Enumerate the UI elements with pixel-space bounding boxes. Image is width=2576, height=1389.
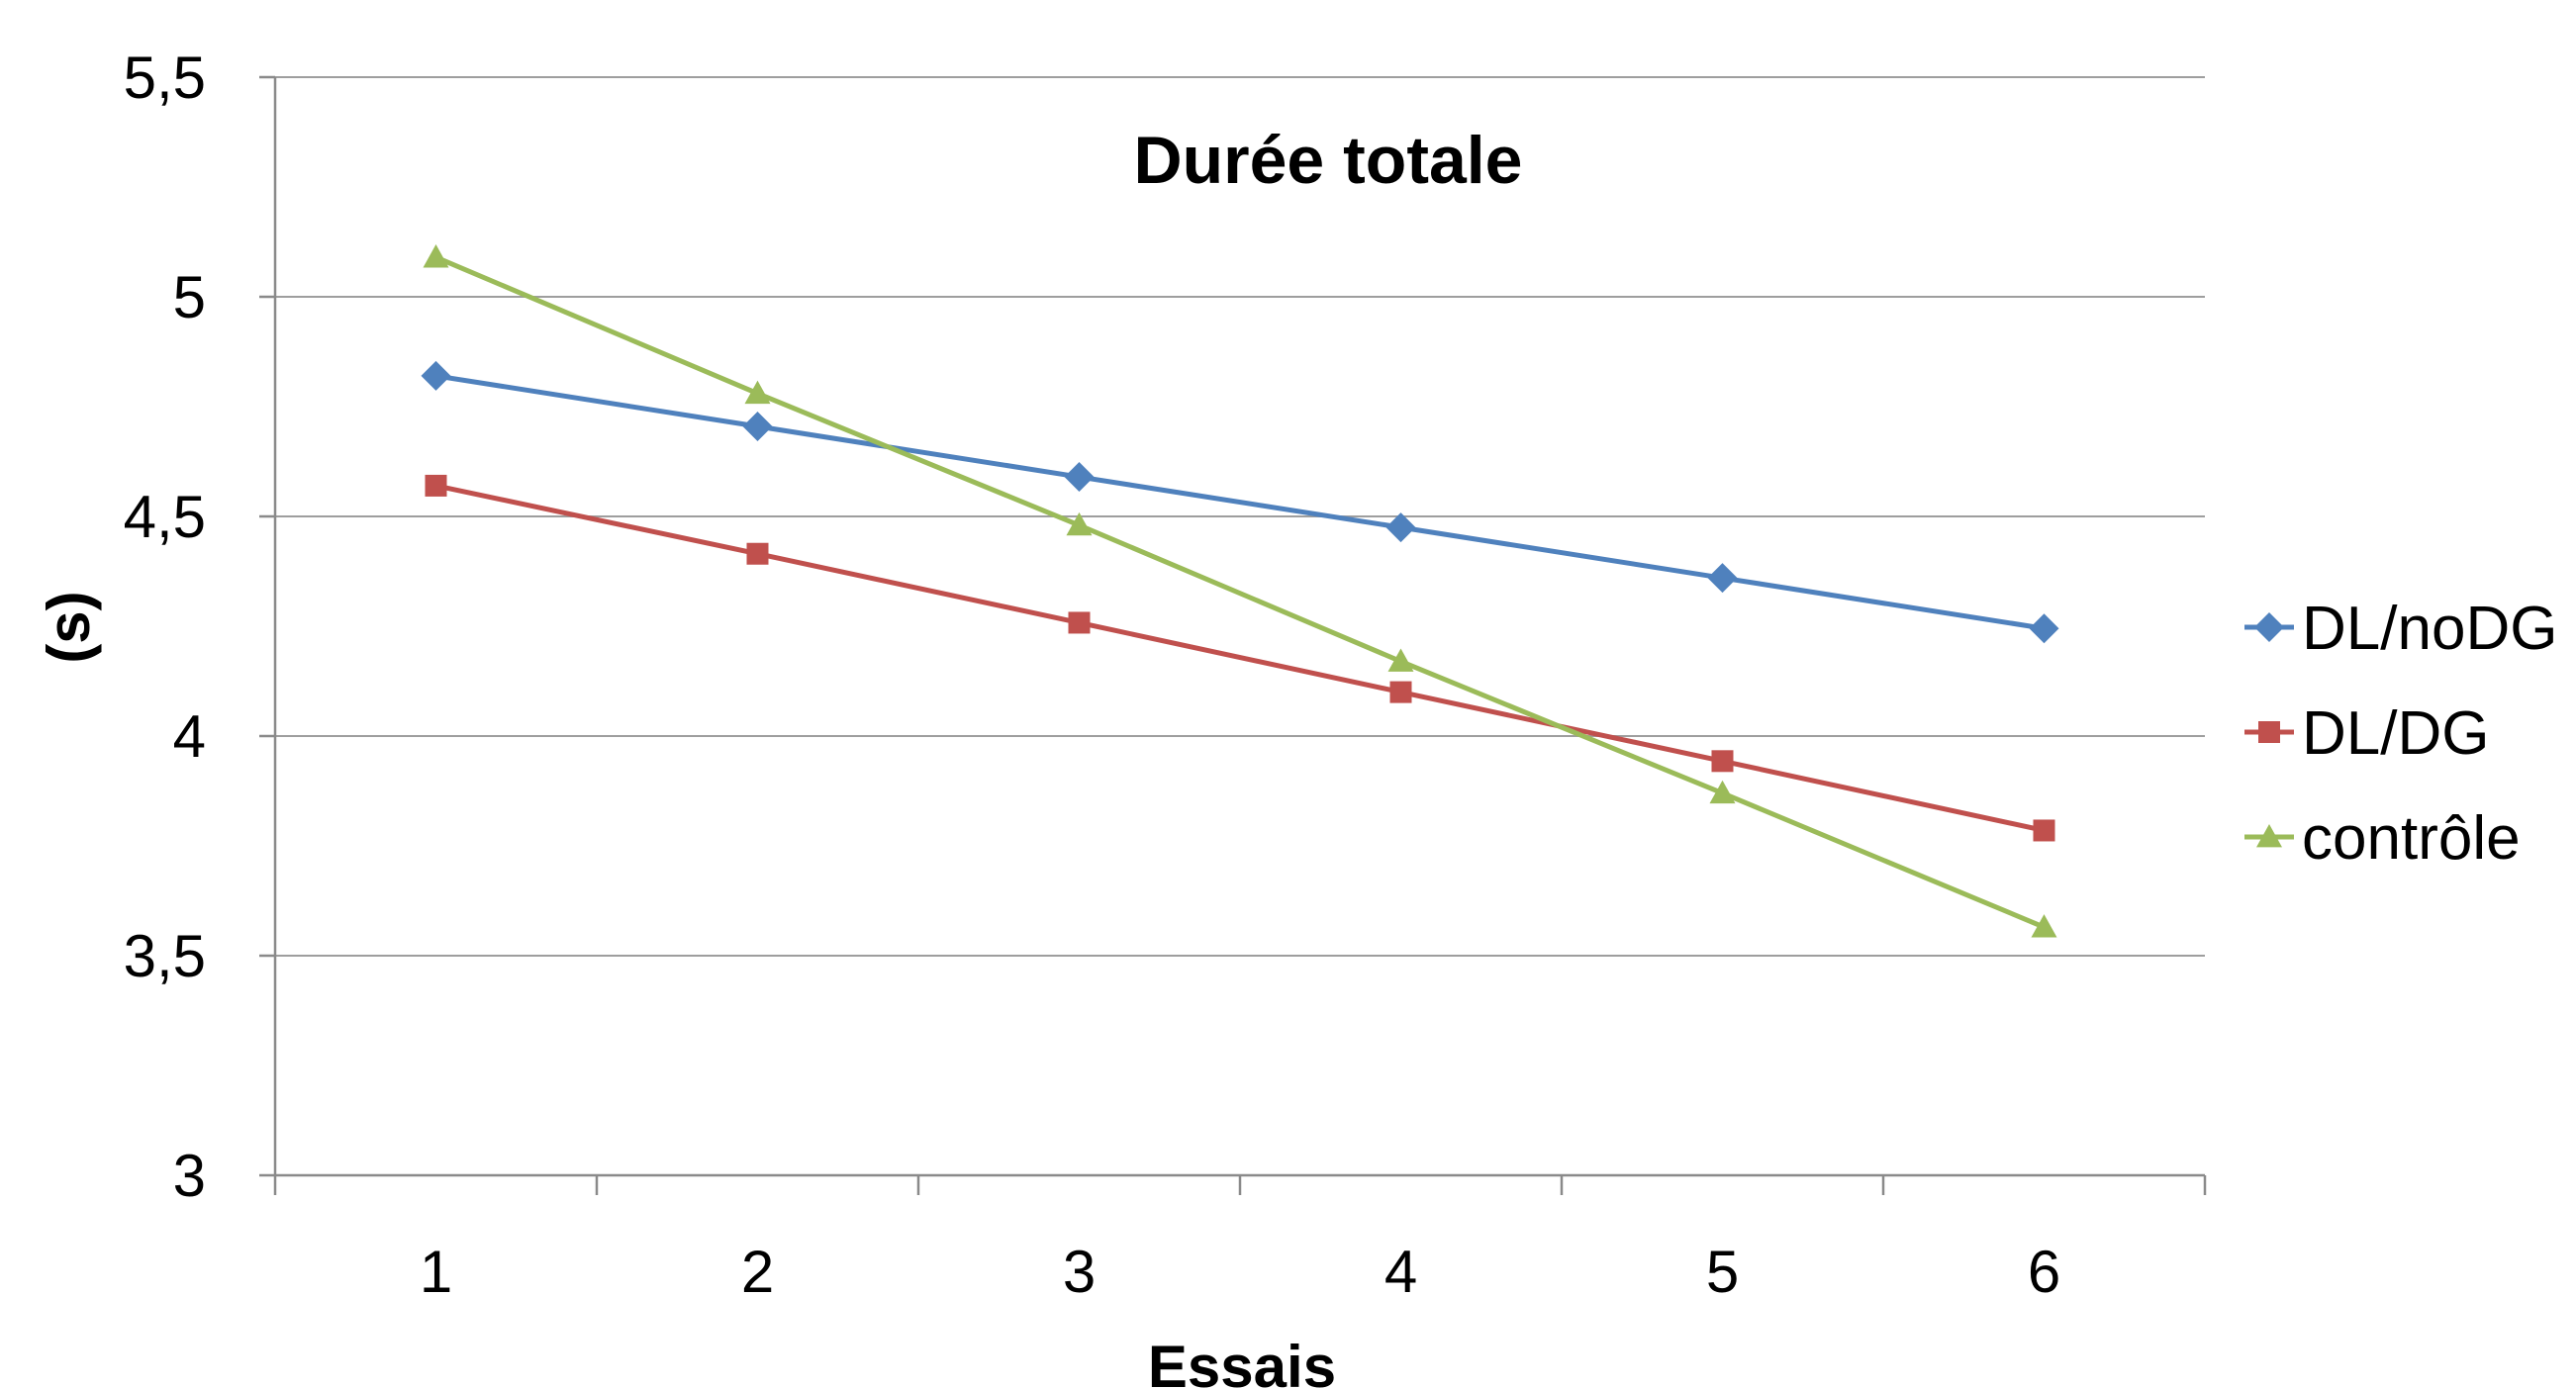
- y-tick-label: 4,5: [124, 484, 206, 550]
- data-point: [2031, 914, 2057, 938]
- data-point: [1068, 611, 1091, 634]
- axes: [259, 75, 2207, 1195]
- legend-label: DL/noDG: [2302, 595, 2557, 663]
- x-tick-label: 6: [2028, 1239, 2060, 1305]
- legend-item: DL/DG: [2244, 699, 2489, 768]
- series-square: [425, 474, 2055, 842]
- data-point: [742, 411, 773, 441]
- x-tick-labels: 1 2 3 4 5 6: [420, 1239, 2060, 1305]
- x-tick-label: 3: [1063, 1239, 1096, 1305]
- x-tick-label: 4: [1384, 1239, 1417, 1305]
- series-line: [434, 483, 2046, 833]
- legend-item: contrôle: [2244, 804, 2521, 873]
- data-point: [746, 542, 769, 565]
- legend-label: contrôle: [2302, 804, 2521, 873]
- data-point: [1385, 512, 1416, 543]
- series-line: [435, 373, 2045, 631]
- data-point: [744, 380, 771, 405]
- gridlines: [275, 76, 2205, 957]
- data-point: [1709, 780, 1736, 804]
- y-tick-labels: 3 3,5 4 4,5 5 5,5: [124, 45, 206, 1209]
- y-tick-label: 5,5: [124, 45, 206, 111]
- data-point: [2033, 819, 2055, 842]
- legend-marker: [2258, 721, 2280, 743]
- legend-item: DL/noDG: [2244, 595, 2557, 663]
- data-point: [1707, 563, 1738, 594]
- data-point: [2029, 613, 2059, 644]
- legend: DL/noDG DL/DG contrôle: [2244, 595, 2557, 873]
- x-tick-label: 5: [1706, 1239, 1739, 1305]
- x-tick-label: 1: [420, 1239, 452, 1305]
- data-point: [1387, 648, 1414, 672]
- data-point: [423, 244, 449, 268]
- legend-label: DL/DG: [2302, 699, 2489, 768]
- y-tick-label: 4: [173, 703, 206, 770]
- legend-marker: [2254, 612, 2284, 642]
- series-triangle: [423, 244, 2057, 938]
- y-axis-title: (s): [36, 591, 102, 663]
- y-tick-label: 5: [173, 264, 206, 330]
- data-point: [421, 360, 451, 391]
- chart-title: Durée totale: [1134, 123, 1523, 198]
- legend-marker: [2256, 824, 2282, 848]
- series-lines: [421, 244, 2059, 938]
- x-axis-title: Essais: [1148, 1334, 1336, 1389]
- data-point: [1064, 462, 1095, 493]
- series-diamond: [421, 360, 2059, 644]
- y-tick-label: 3: [173, 1143, 206, 1209]
- data-point: [1711, 750, 1734, 773]
- series-line: [434, 254, 2046, 930]
- x-tick-label: 2: [741, 1239, 774, 1305]
- data-point: [1066, 511, 1093, 536]
- data-point: [425, 474, 447, 497]
- y-tick-label: 3,5: [124, 923, 206, 989]
- data-point: [1389, 681, 1412, 703]
